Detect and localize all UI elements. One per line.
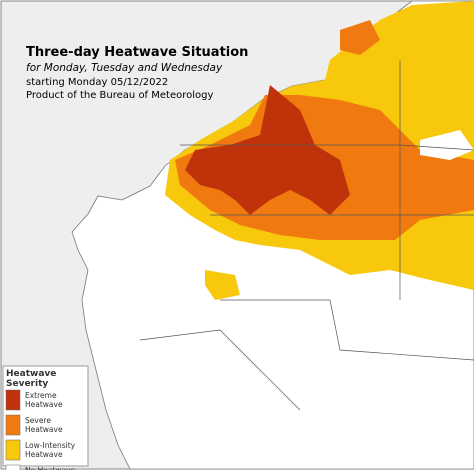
extreme-area: [185, 85, 350, 215]
low-intensity-area: [205, 270, 240, 300]
legend-swatch: [5, 414, 21, 436]
legend-swatch: [5, 439, 21, 461]
credit: Product of the Bureau of Meteorology: [26, 90, 213, 101]
subtitle: for Monday, Tuesday and Wednesday: [26, 62, 223, 74]
legend-label: Severe: [25, 416, 51, 425]
legend-swatch: [5, 389, 21, 411]
legend-title: Severity: [6, 379, 48, 389]
legend-label: Extreme: [25, 391, 57, 400]
district-boundaries: [139, 60, 474, 411]
legend-label: No Heatwave: [25, 466, 76, 470]
legend-label: Heatwave: [25, 425, 63, 434]
legend-label: Low-Intensity: [25, 441, 76, 450]
legend-label: Heatwave: [25, 450, 63, 459]
legend-label: Heatwave: [25, 400, 63, 409]
title: Three-day Heatwave Situation: [26, 45, 248, 60]
legend: HeatwaveSeverityExtremeHeatwaveSevereHea…: [2, 365, 89, 474]
no-heatwave-area: [420, 130, 474, 160]
date-line: starting Monday 05/12/2022: [26, 77, 168, 88]
severe-area: [340, 20, 380, 55]
legend-title: Heatwave: [6, 369, 56, 379]
header: Three-day Heatwave Situation for Monday,…: [26, 45, 248, 101]
legend-swatch: [5, 464, 21, 474]
